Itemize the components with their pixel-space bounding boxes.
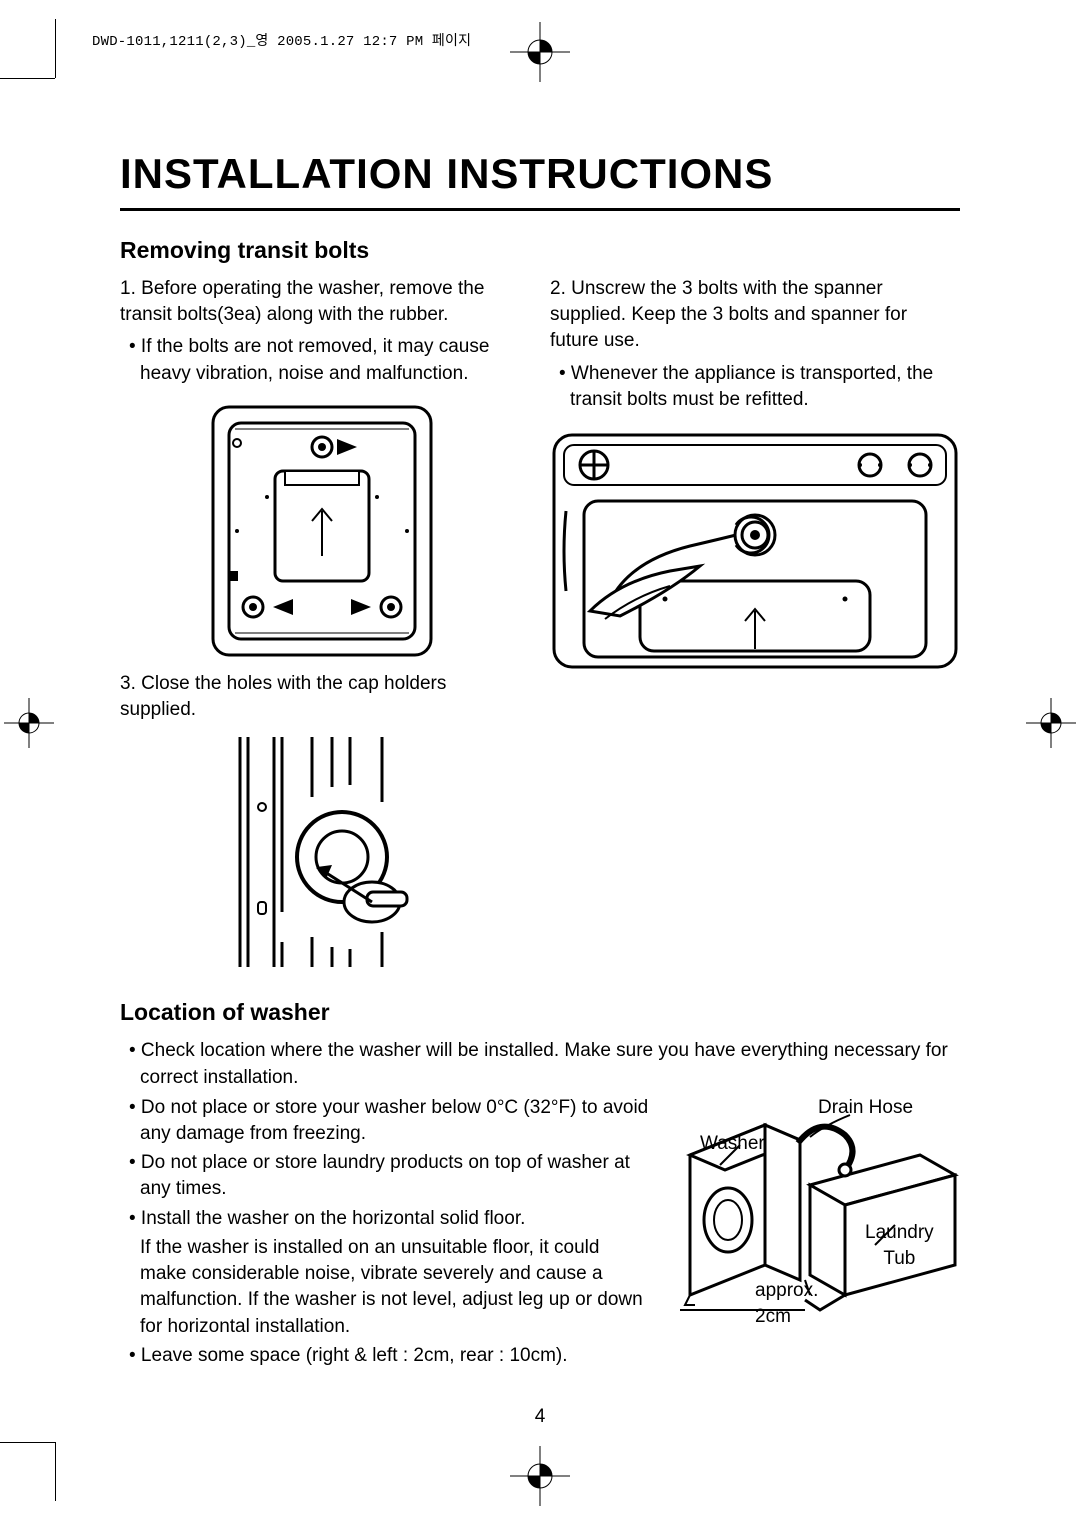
- section-location-title: Location of washer: [120, 999, 960, 1026]
- washer-back-icon: [207, 401, 437, 661]
- step-number: 2.: [550, 278, 566, 299]
- registration-mark-icon: [1026, 698, 1076, 748]
- loc-bullet-4-sub: If the washer is installed on an unsuita…: [120, 1235, 650, 1340]
- step-3-text: 3. Close the holes with the cap holders …: [120, 671, 524, 723]
- location-diagram: Drain Hose Washer Laundry Tub approx. 2c…: [670, 1095, 960, 1372]
- step-1-text: 1. Before operating the washer, remove t…: [120, 276, 524, 328]
- registration-mark-icon: [510, 1446, 570, 1506]
- two-column-row: 1. Before operating the washer, remove t…: [120, 276, 960, 977]
- right-column: 2. Unscrew the 3 bolts with the spanner …: [550, 276, 960, 977]
- loc-bullet-1: • Check location where the washer will b…: [120, 1038, 960, 1090]
- location-list: • Check location where the washer will b…: [120, 1038, 960, 1372]
- page-number: 4: [535, 1406, 546, 1428]
- loc-bullet-2: • Do not place or store your washer belo…: [120, 1095, 650, 1147]
- location-row: • Do not place or store your washer belo…: [120, 1095, 960, 1372]
- step-2-text: 2. Unscrew the 3 bolts with the spanner …: [550, 276, 960, 355]
- label-approx-2cm: approx. 2cm: [755, 1278, 818, 1330]
- label-drain-hose: Drain Hose: [818, 1095, 913, 1121]
- step-number: 1.: [120, 278, 136, 299]
- label-laundry-tub: Laundry Tub: [865, 1220, 934, 1272]
- print-header-line: DWD-1011,1211(2,3)_영 2005.1.27 12:7 PM 페…: [92, 30, 471, 50]
- location-text-column: • Do not place or store your washer belo…: [120, 1095, 650, 1372]
- step-number: 3.: [120, 673, 136, 694]
- step-body: Unscrew the 3 bolts with the spanner sup…: [550, 278, 907, 351]
- registration-mark-icon: [4, 698, 54, 748]
- content-area: INSTALLATION INSTRUCTIONS Removing trans…: [120, 150, 960, 1372]
- loc-bullet-5: • Leave some space (right & left : 2cm, …: [120, 1343, 650, 1369]
- step-body: Before operating the washer, remove the …: [120, 278, 484, 325]
- crop-mark: [0, 1442, 55, 1443]
- crop-mark: [0, 78, 55, 79]
- page-root: DWD-1011,1211(2,3)_영 2005.1.27 12:7 PM 페…: [0, 0, 1080, 1528]
- washer-spanner-icon: [550, 431, 960, 671]
- crop-mark: [55, 1442, 56, 1501]
- figure-spanner: [550, 431, 960, 671]
- step-1-bullet: • If the bolts are not removed, it may c…: [120, 334, 524, 386]
- step-2-bullet: • Whenever the appliance is transported,…: [550, 361, 960, 413]
- figure-cap-holder: [120, 737, 524, 967]
- section-removing-bolts-title: Removing transit bolts: [120, 237, 960, 264]
- page-title: INSTALLATION INSTRUCTIONS: [120, 150, 960, 211]
- figure-transit-bolts: [120, 401, 524, 661]
- label-washer: Washer: [700, 1131, 765, 1157]
- loc-bullet-3: • Do not place or store laundry products…: [120, 1150, 650, 1202]
- registration-mark-icon: [510, 22, 570, 82]
- cap-holder-icon: [222, 737, 422, 967]
- loc-bullet-4: • Install the washer on the horizontal s…: [120, 1206, 650, 1232]
- step-body: Close the holes with the cap holders sup…: [120, 673, 446, 720]
- crop-mark: [55, 19, 56, 78]
- left-column: 1. Before operating the washer, remove t…: [120, 276, 524, 977]
